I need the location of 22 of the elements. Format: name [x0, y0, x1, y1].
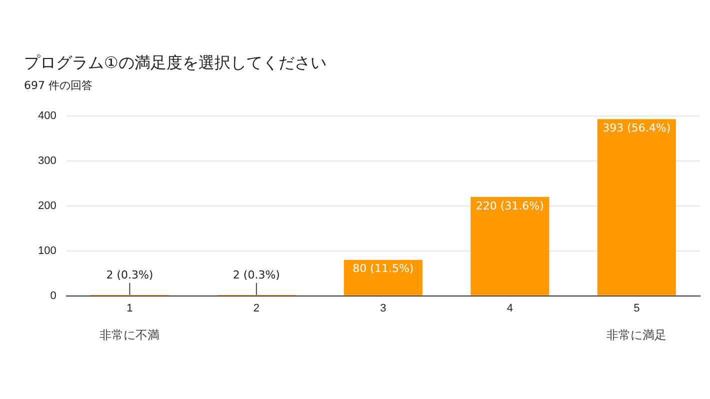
- y-tick-label: 300: [38, 154, 56, 167]
- chart-title: プログラム①の満足度を選択してください: [24, 53, 326, 74]
- x-tick-label: 3: [380, 302, 386, 314]
- data-label: 220 (31.6%): [476, 199, 544, 212]
- text: 非常に満足: [606, 328, 667, 342]
- text: 非常に不満: [100, 328, 160, 342]
- x-tick-label: 4: [506, 302, 513, 314]
- bar: [597, 119, 676, 296]
- data-label: 2 (0.3%): [106, 268, 154, 282]
- x-tick-label: 5: [634, 302, 640, 314]
- data-label: 80 (11.5%): [352, 262, 414, 276]
- chart-subtitle: 697 件の回答: [24, 78, 92, 93]
- y-tick-label: 0: [50, 290, 56, 302]
- data-label: 2 (0.3%): [232, 268, 280, 282]
- bar: [470, 196, 550, 296]
- data-label: 393 (56.4%): [602, 122, 671, 135]
- bar: [344, 260, 422, 296]
- y-tick-label: 100: [38, 244, 56, 257]
- y-tick-label: 400: [38, 110, 56, 122]
- x-tick-label: 2: [253, 302, 260, 314]
- x-tick-label: 1: [126, 302, 133, 314]
- y-tick-label: 200: [38, 200, 56, 212]
